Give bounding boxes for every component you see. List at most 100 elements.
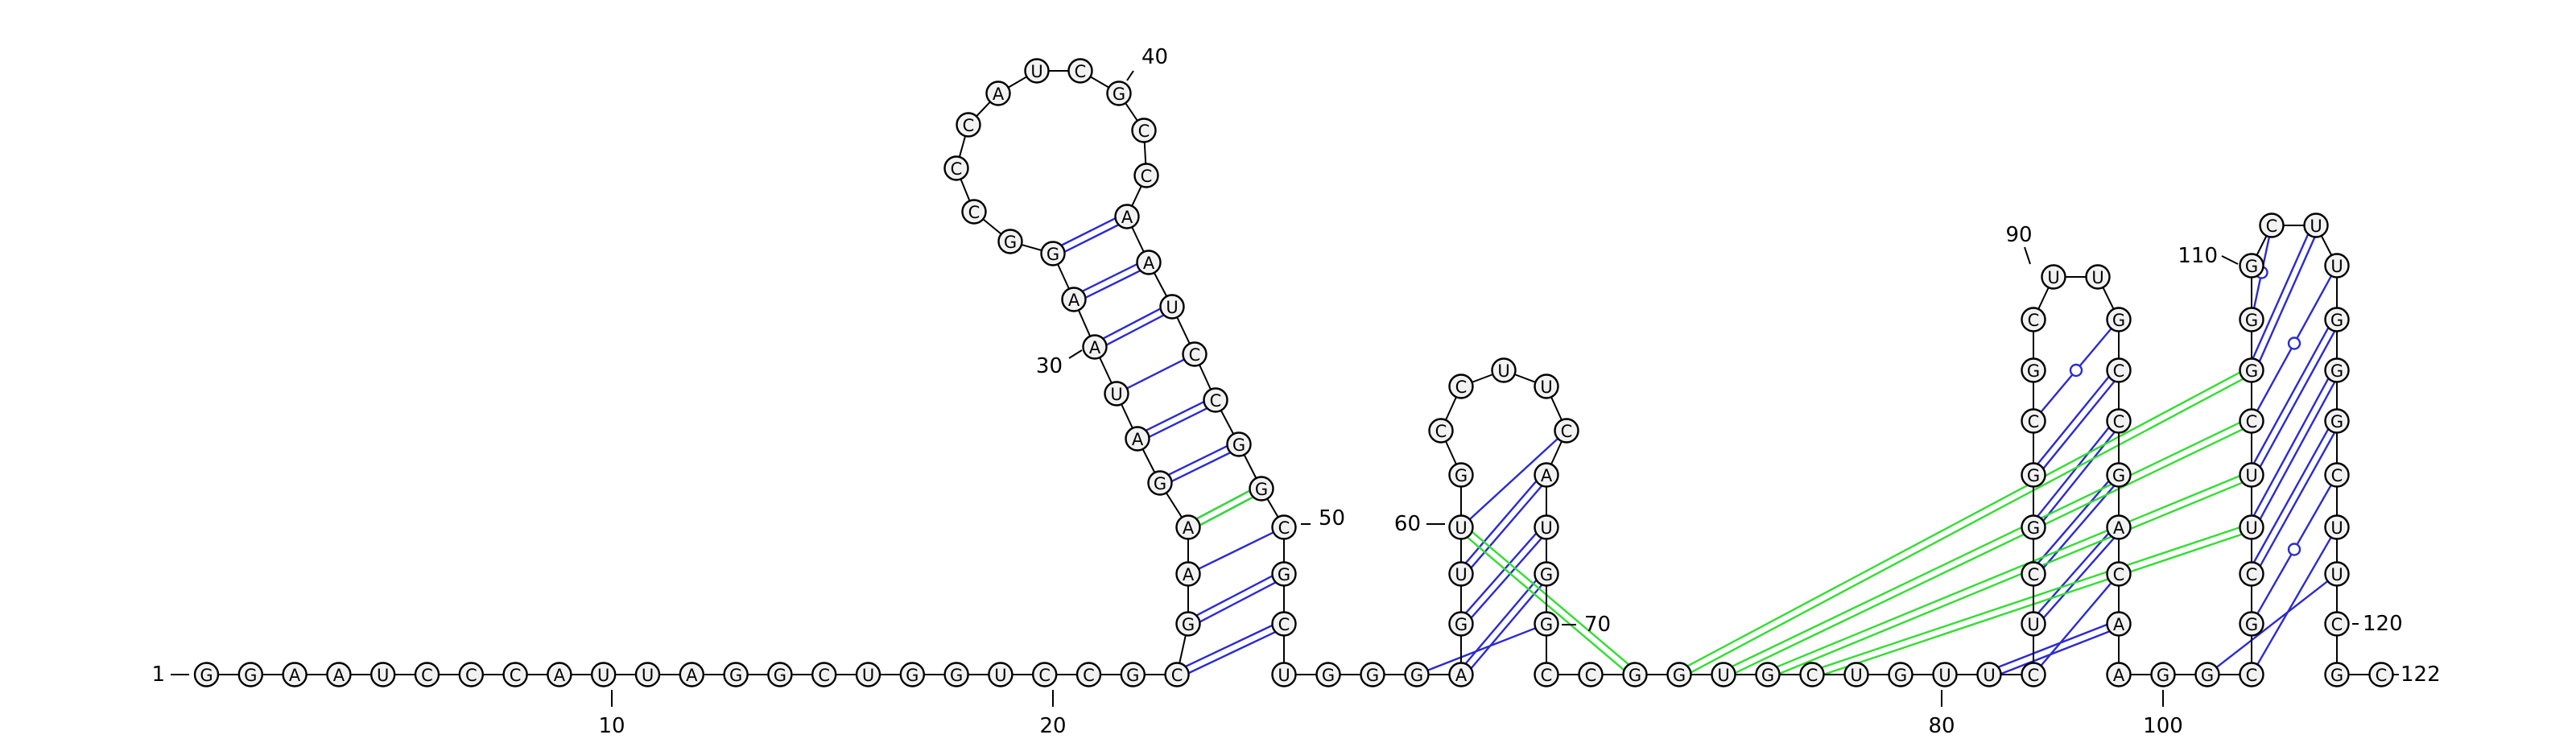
nucleotide: U <box>1491 357 1517 383</box>
nucleotide-letter: C <box>2028 565 2040 584</box>
pair-bond <box>1185 625 1273 667</box>
nucleotide-circle <box>2021 408 2046 434</box>
pair-bond <box>1082 263 1137 292</box>
double-base-pair <box>2037 533 2115 618</box>
pair-bond <box>2252 327 2330 464</box>
double-base-pair <box>2037 376 2116 469</box>
nucleotide: U <box>2324 514 2350 540</box>
nucleotide-letter: U <box>597 666 609 685</box>
nucleotide: G <box>1120 662 1146 687</box>
double-base-pair <box>2037 427 2116 522</box>
nucleotide: G <box>2239 357 2264 383</box>
position-label-text: 90 <box>2005 223 2032 247</box>
pair-bond <box>2259 382 2336 519</box>
nucleotide: U <box>1104 381 1129 407</box>
nucleotide-letter: C <box>1189 345 1201 365</box>
nucleotide-letter: C <box>1138 122 1150 141</box>
nucleotide-letter: C <box>2331 615 2343 634</box>
nucleotide-letter: U <box>862 666 874 685</box>
nucleotide-circle <box>1067 58 1093 84</box>
nucleotide-letter: A <box>1089 338 1101 357</box>
nucleotide-letter: G <box>2245 361 2258 381</box>
nucleotide-letter: C <box>818 666 830 685</box>
nucleotide: A <box>2106 662 2132 687</box>
nucleotide-letter: U <box>1540 518 1552 538</box>
nucleotide: G <box>1360 662 1385 687</box>
nucleotide: C <box>961 199 987 225</box>
nucleotide-letter: G <box>1322 666 1335 685</box>
nucleotide-circle <box>2239 253 2264 279</box>
nucleotide: U <box>2239 514 2264 540</box>
nucleotide-circle <box>2021 357 2046 383</box>
nucleotide: G <box>2324 408 2350 434</box>
nucleotide-letter: C <box>1278 518 1290 538</box>
nucleotide-letter: C <box>2028 311 2040 330</box>
nucleotide-letter: U <box>1983 666 1995 685</box>
nucleotide-letter: U <box>1455 518 1467 538</box>
nucleotide-letter: U <box>1030 62 1042 81</box>
nucleotide-letter: G <box>950 666 963 685</box>
nucleotide-circle <box>2259 213 2285 238</box>
nucleotide-circle <box>370 662 396 687</box>
nucleotide-circle <box>1404 662 1430 687</box>
nucleotide-circle <box>2324 408 2350 434</box>
nucleotide: G <box>1666 662 1692 687</box>
nucleotide-letter: C <box>1075 62 1087 81</box>
nucleotide-letter: A <box>1132 430 1144 449</box>
nucleotide-circle <box>1131 118 1157 143</box>
nucleotide: C <box>2021 561 2046 587</box>
nucleotide-circle <box>1203 387 1228 413</box>
nucleotide-circle <box>997 229 1023 254</box>
nucleotide-letter: U <box>2330 565 2343 584</box>
nucleotide: G <box>1147 470 1173 496</box>
position-label-text: 60 <box>1394 512 1421 536</box>
nucleotide-letter: G <box>1894 666 1907 685</box>
nucleotide: C <box>1133 163 1159 188</box>
nucleotide-circle <box>2324 561 2350 587</box>
nucleotide: C <box>811 662 837 687</box>
nucleotide-letter: U <box>2330 257 2343 276</box>
nucleotide-circle <box>1061 287 1087 312</box>
pair-bond <box>1471 538 1542 618</box>
nucleotide-letter: G <box>906 666 919 685</box>
nucleotide-letter: A <box>2113 518 2125 538</box>
nucleotide-letter: G <box>2157 666 2169 685</box>
nucleotide-circle <box>1120 662 1146 687</box>
double-base-pair <box>1185 625 1276 674</box>
double-base-pair <box>1168 445 1231 482</box>
nucleotide: C <box>1075 662 1102 687</box>
nucleotide: C <box>1554 418 1579 444</box>
pair-bond <box>1188 631 1276 674</box>
nucleotide-letter: A <box>2113 666 2125 685</box>
nucleotide-letter: C <box>1585 666 1597 685</box>
nucleotide-letter: C <box>2266 217 2278 236</box>
double-base-pair <box>2252 327 2336 468</box>
nucleotide-letter: G <box>1540 615 1553 634</box>
nucleotide-circle <box>811 662 837 687</box>
nucleotide: G <box>2239 253 2264 279</box>
nucleotide: G <box>1534 611 1559 637</box>
nucleotide-circle <box>1106 80 1132 106</box>
nucleotide-circle <box>1448 374 1474 399</box>
nucleotide-circle <box>961 199 987 225</box>
pair-bond <box>2256 536 2332 666</box>
nucleotide: U <box>1534 514 1559 540</box>
nucleotide-letter: C <box>1141 167 1153 186</box>
nucleotide: U <box>2085 264 2111 290</box>
nucleotide-circle <box>2239 408 2264 434</box>
position-label-text: 20 <box>1039 714 1066 738</box>
nucleotide-circle <box>1104 381 1129 407</box>
nucleotide: G <box>1040 241 1066 266</box>
nucleotide: U <box>2041 264 2066 290</box>
pair-bond <box>2042 381 2116 469</box>
nucleotide-circle <box>1448 611 1474 637</box>
nucleotide-letter: A <box>1068 291 1080 310</box>
nucleotide: A <box>1534 462 1559 488</box>
nucleotide-letter: G <box>2112 311 2125 330</box>
pair-bond <box>1427 627 1536 671</box>
nucleotide: A <box>326 662 352 687</box>
position-label: 30 <box>1036 349 1083 378</box>
position-label-text: 1 <box>151 663 165 687</box>
pseudoknot-base-pair <box>1687 371 2244 674</box>
nucleotide-circle <box>1534 514 1559 540</box>
